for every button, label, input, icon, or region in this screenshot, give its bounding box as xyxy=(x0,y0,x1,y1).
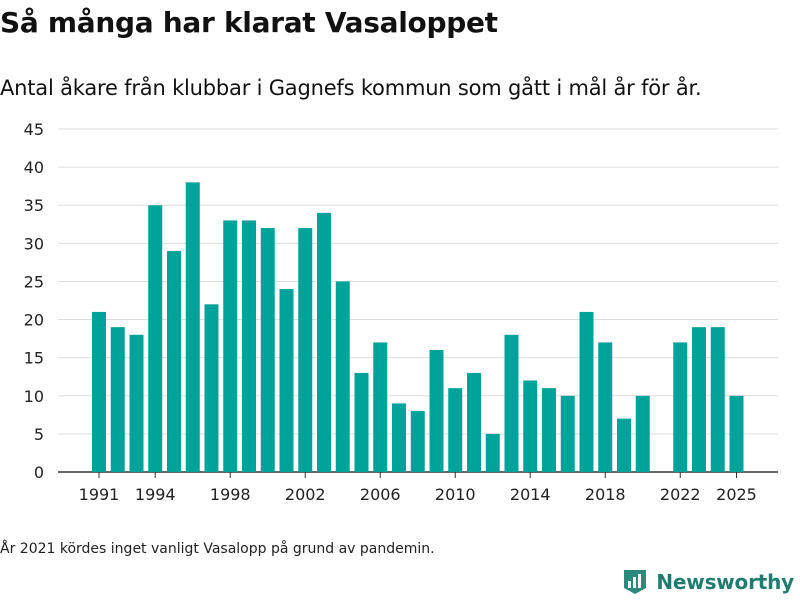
y-tick-label: 20 xyxy=(24,311,44,330)
bar-2010 xyxy=(448,388,463,472)
bar-1993 xyxy=(129,334,144,472)
bar-2006 xyxy=(373,342,388,472)
x-tick-label: 1998 xyxy=(210,485,251,504)
bar-2000 xyxy=(260,228,275,472)
x-tick-label: 2010 xyxy=(435,485,476,504)
bar-1996 xyxy=(185,182,200,472)
bar-1994 xyxy=(148,205,163,472)
bar-2009 xyxy=(429,350,444,472)
bar-2001 xyxy=(279,289,294,472)
brand: Newsworthy xyxy=(622,566,794,598)
x-tick-label: 2022 xyxy=(660,485,701,504)
bar-2016 xyxy=(560,395,575,472)
x-tick-label: 2025 xyxy=(716,485,757,504)
bar-2007 xyxy=(392,403,406,472)
y-tick-label: 25 xyxy=(24,272,44,291)
bar-1992 xyxy=(110,327,125,472)
y-tick-label: 35 xyxy=(24,196,44,215)
bar-2015 xyxy=(542,388,556,472)
newsworthy-logo-icon xyxy=(624,570,647,594)
bar-2014 xyxy=(523,380,538,472)
bar-1991 xyxy=(92,311,106,472)
x-tick-label: 2006 xyxy=(360,485,401,504)
bar-2003 xyxy=(317,212,331,472)
bar-2004 xyxy=(335,281,350,472)
y-axis-ticks: 0 5 10 15 20 25 30 35 40 45 xyxy=(24,120,44,482)
bar-2024 xyxy=(710,327,725,472)
x-tick-label: 2002 xyxy=(285,485,326,504)
x-tick-label: 1994 xyxy=(135,485,176,504)
bar-2011 xyxy=(467,372,481,472)
x-axis-ticks: 1991 1994 1998 2002 2006 2010 2014 2018 2022 2025 xyxy=(79,472,757,504)
chart-title: Så många har klarat Vasaloppet xyxy=(0,6,498,39)
bar-2020 xyxy=(635,395,650,472)
chart-subtitle: Antal åkare från klubbar i Gagnefs kommu… xyxy=(0,76,702,100)
bar-2012 xyxy=(485,433,500,472)
bar-2019 xyxy=(617,418,631,472)
y-tick-label: 5 xyxy=(34,425,44,444)
bar-chart: 0 5 10 15 20 25 30 35 40 45 1991 1994 1998 2002 2006 2… xyxy=(0,115,800,515)
x-tick-label: 2014 xyxy=(510,485,551,504)
y-tick-label: 40 xyxy=(24,158,44,177)
bar-2018 xyxy=(598,342,613,472)
x-tick-label: 2018 xyxy=(585,485,626,504)
x-tick-label: 1991 xyxy=(79,485,120,504)
bar-2013 xyxy=(504,334,519,472)
y-tick-label: 0 xyxy=(34,463,44,482)
y-tick-label: 10 xyxy=(24,387,44,406)
y-tick-label: 30 xyxy=(24,234,44,253)
y-tick-label: 15 xyxy=(24,349,44,368)
bar-2002 xyxy=(298,228,313,472)
brand-name: Newsworthy xyxy=(656,570,794,594)
bar-1995 xyxy=(167,250,181,472)
bar-2025 xyxy=(729,395,744,472)
bar-2022 xyxy=(673,342,688,472)
footnote: År 2021 kördes inget vanligt Vasalopp på… xyxy=(0,541,435,557)
bar-1997 xyxy=(204,304,219,472)
bars xyxy=(92,182,744,472)
bar-2023 xyxy=(692,327,706,472)
bar-2005 xyxy=(354,372,369,472)
bar-2008 xyxy=(410,411,425,472)
bar-1998 xyxy=(223,220,238,472)
bar-1999 xyxy=(242,220,256,472)
y-tick-label: 45 xyxy=(24,120,44,139)
bar-2017 xyxy=(579,311,594,472)
